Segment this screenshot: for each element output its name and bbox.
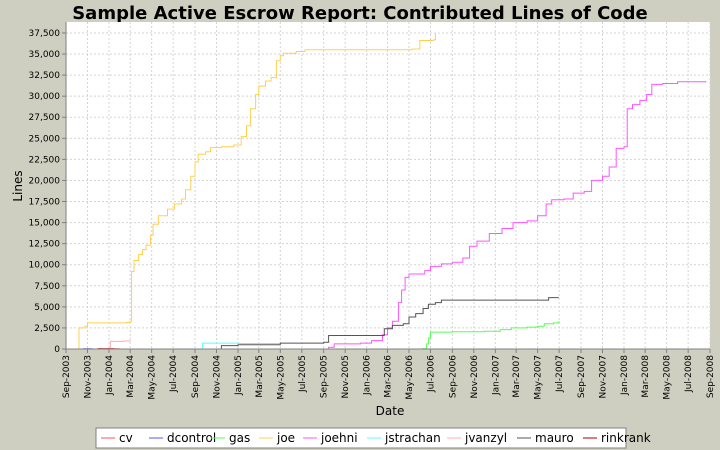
gridlines <box>65 22 711 350</box>
y-tick-label: 2,500 <box>34 324 60 334</box>
legend-label-joehni: joehni <box>320 431 358 445</box>
legend-label-cv: cv <box>119 431 133 445</box>
y-tick-label: 27,500 <box>29 113 61 123</box>
y-tick-label: 5,000 <box>34 303 60 313</box>
x-tick-label: Sep-2006 <box>448 355 458 398</box>
series-line-joehni <box>319 81 707 350</box>
x-tick-label: Nov-2006 <box>470 355 480 399</box>
x-tick-label: Jul-2008 <box>684 355 694 393</box>
y-tick-label: 7,500 <box>34 282 60 292</box>
x-tick-label: Jul-2006 <box>426 355 436 393</box>
x-tick-label: Sep-2005 <box>320 355 330 398</box>
x-tick-label: Jan-2007 <box>491 355 501 396</box>
legend-label-rinkrank: rinkrank <box>601 431 651 445</box>
legend-items: cv dcontrol gas joe joehni jstrachan jvanzyl ma… <box>101 431 651 445</box>
x-axis-title: Date <box>376 404 405 418</box>
series-line-mauro <box>216 297 559 350</box>
x-tick-label: Sep-2007 <box>577 355 587 398</box>
x-tick-label: Mar-2007 <box>512 355 522 398</box>
y-tick-label: 37,500 <box>29 29 61 39</box>
x-tick-label: Jan-2006 <box>363 355 373 396</box>
x-tick-label: Jan-2004 <box>105 355 115 396</box>
legend <box>95 427 627 449</box>
x-tick-label: May-2007 <box>534 355 544 400</box>
x-tick-label: Nov-2007 <box>598 355 608 398</box>
y-tick-label: 22,500 <box>29 155 61 165</box>
series-line-jstrachan <box>199 342 281 350</box>
x-tick-label: Jul-2005 <box>298 355 308 393</box>
y-tick-label: 30,000 <box>29 92 61 102</box>
x-tick-label: Mar-2005 <box>255 355 265 398</box>
plot-area <box>66 22 710 349</box>
y-tick-label: 35,000 <box>29 50 61 60</box>
x-tick-label: Nov-2003 <box>84 355 94 398</box>
legend-label-jvanzyl: jvanzyl <box>464 431 507 445</box>
x-tick-label: Mar-2008 <box>641 355 651 398</box>
x-tick-label: Mar-2006 <box>383 355 393 398</box>
x-tick-label: May-2004 <box>148 355 158 400</box>
x-tick-label: May-2005 <box>276 355 286 400</box>
x-tick-label: Mar-2004 <box>126 355 136 398</box>
legend-label-jstrachan: jstrachan <box>384 431 441 445</box>
x-tick-label: Sep-2004 <box>191 355 201 398</box>
y-tick-label: 25,000 <box>29 134 61 144</box>
legend-label-dcontrol: dcontrol <box>167 431 216 445</box>
x-tick-label: May-2008 <box>663 355 673 400</box>
y-tick-label: 15,000 <box>29 219 61 229</box>
x-tick-label: Jul-2004 <box>169 355 179 393</box>
x-tick-label: Sep-2008 <box>706 355 716 398</box>
y-tick-label: 10,000 <box>29 261 61 271</box>
x-tick-label: Jan-2008 <box>620 355 630 396</box>
x-tick-label: Sep-2003 <box>62 355 72 398</box>
y-axis-title: Lines <box>11 170 25 201</box>
legend-label-mauro: mauro <box>535 431 574 445</box>
y-tick-label: 20,000 <box>29 176 61 186</box>
legend-label-joe: joe <box>276 431 295 445</box>
x-tick-label: Jul-2007 <box>555 355 565 393</box>
x-tick-label: Jan-2005 <box>234 355 244 396</box>
series-line-gas <box>405 321 560 350</box>
y-tick-label: 12,500 <box>29 240 61 250</box>
axes: 0 2,500 5,000 7,500 10,000 12,500 15,000 17,500… <box>29 22 716 400</box>
x-tick-label: May-2006 <box>405 355 415 400</box>
y-tick-label: 17,500 <box>29 198 61 208</box>
x-tick-label: Nov-2005 <box>341 355 351 398</box>
legend-label-gas: gas <box>229 431 250 445</box>
x-tick-label: Nov-2004 <box>213 355 223 399</box>
chart-title: Sample Active Escrow Report: Contributed… <box>72 3 648 24</box>
y-tick-label: 32,500 <box>29 71 61 81</box>
y-tick-label: 0 <box>54 345 60 355</box>
series-line-joe <box>76 33 436 350</box>
